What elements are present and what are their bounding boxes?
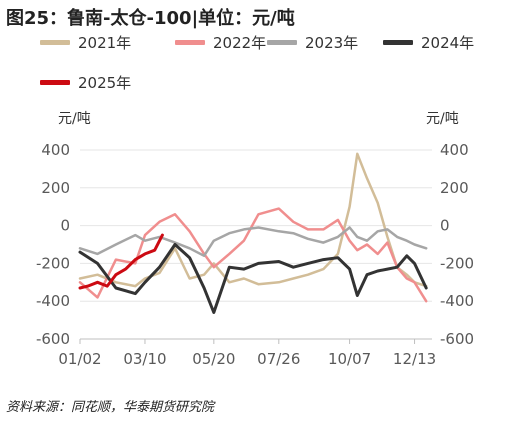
legend-swatch [175,40,205,45]
y-tick-right: 200 [440,179,469,197]
legend-item-3: 2023年 [267,32,358,53]
y-tick-right: -200 [440,254,474,272]
series-line-2022 [78,207,428,303]
x-tick-label: 10/07 [328,350,371,368]
y-tick-right: -400 [440,292,474,310]
chart-title: 图25：鲁南-太仓-100|单位：元/吨 [6,8,295,29]
legend-item-4: 2024年 [383,32,474,53]
x-tick-label: 05/20 [192,350,235,368]
right-unit-label: 元/吨 [426,111,459,127]
legend-swatch [40,40,70,45]
y-tick-left: -400 [36,292,70,310]
y-tick-left: 0 [60,217,70,235]
y-tick-left: -600 [36,330,70,348]
legend-swatch [40,80,70,85]
legend-label: 2022年 [213,34,267,52]
legend-swatch [267,40,297,45]
y-tick-left: 400 [41,141,70,159]
series-line-2023 [78,226,428,258]
y-tick-right: -600 [440,330,474,348]
y-tick-left: 200 [41,179,70,197]
x-tick-label: 01/02 [58,350,101,368]
x-tick-label: 07/26 [257,350,300,368]
legend-label: 2023年 [305,34,359,52]
legend-item-2: 2022年 [175,32,266,53]
series-line-2024 [78,243,428,314]
legend-label: 2021年 [78,34,132,52]
y-tick-right: 0 [440,217,450,235]
y-tick-right: 400 [440,141,469,159]
legend-swatch [383,40,413,45]
legend-label: 2024年 [421,34,475,52]
y-tick-left: -200 [36,254,70,272]
legend-item-1: 2021年 [40,32,131,53]
x-tick-label: 12/13 [393,350,436,368]
left-unit-label: 元/吨 [58,111,91,127]
legend-item-5: 2025年 [40,72,131,93]
series-line-2025 [78,233,164,290]
source-note: 资料来源：同花顺，华泰期货研究院 [6,400,215,415]
chart-legend: 2021年 2022年 2023年 2024年 2025年 [0,0,519,100]
legend-label: 2025年 [78,74,132,92]
x-tick-label: 03/10 [123,350,166,368]
